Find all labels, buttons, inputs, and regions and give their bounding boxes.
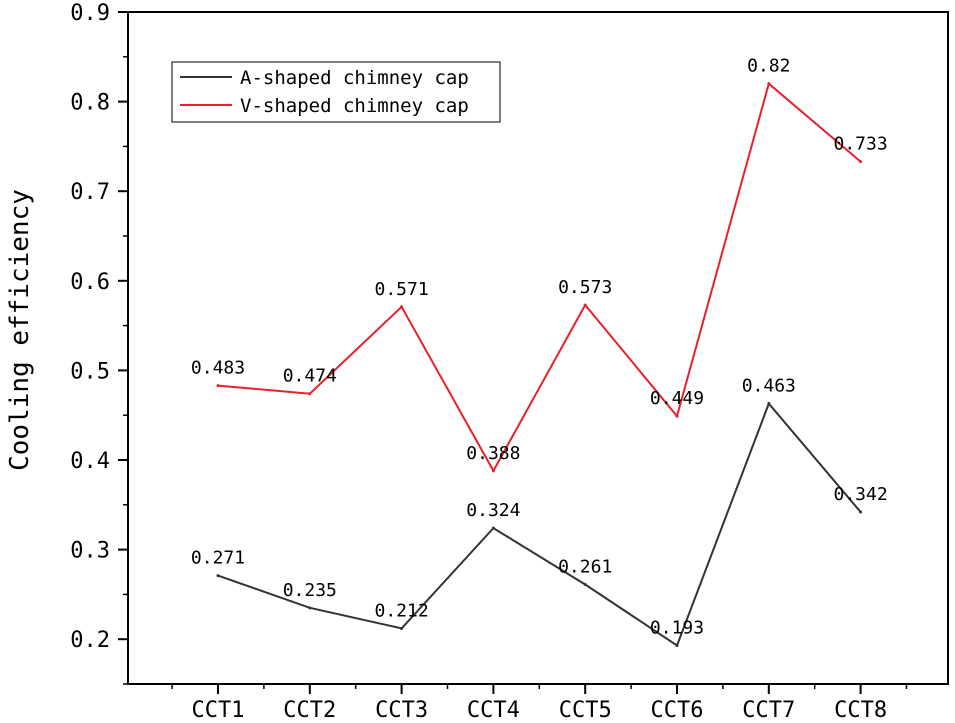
y-tick-label: 0.3 [70,539,110,564]
data-label: 0.235 [283,580,337,601]
x-tick-label: CCT6 [651,698,704,723]
y-tick-label: 0.5 [70,359,110,384]
legend-label-v-shaped: V-shaped chimney cap [240,95,469,117]
x-tick-label: CCT5 [559,698,612,723]
data-label: 0.388 [466,443,520,464]
series-line-a-shaped [217,401,862,648]
legend-box [171,61,501,123]
series-layer [216,81,863,648]
data-point [400,305,404,309]
data-label: 0.573 [558,277,612,298]
data-point [675,643,679,647]
x-tick-label: CCT7 [742,698,795,723]
data-point [491,526,495,530]
data-label: 0.463 [742,376,796,397]
data-label: 0.449 [650,388,704,409]
plot-frame [127,11,949,685]
data-label: 0.324 [466,500,520,521]
x-axis: CCT1 CCT2 CCT3 CCT4 CCT5 CCT6 CCT7 CCT8 [171,684,908,723]
data-label: 0.193 [650,617,704,638]
data-point [859,160,863,164]
data-label: 0.271 [191,548,245,569]
legend: A-shaped chimney cap V-shaped chimney ca… [171,61,501,123]
y-axis-title: Cooling efficiency [5,189,35,471]
y-tick-label: 0.4 [70,449,110,474]
x-tick-label: CCT8 [834,698,887,723]
data-label: 0.474 [283,366,337,387]
data-point [583,583,587,587]
y-tick-label: 0.8 [70,91,110,116]
x-tick-label: CCT1 [192,698,245,723]
data-label: 0.483 [191,358,245,379]
y-tick-label: 0.7 [70,180,110,205]
data-point [491,469,495,473]
data-label: 0.82 [747,56,790,77]
data-point [216,384,220,388]
data-point [216,574,220,578]
data-point [767,82,771,86]
data-point [400,626,404,630]
x-tick-label: CCT4 [467,698,520,723]
data-point [583,303,587,307]
data-label: 0.261 [558,557,612,578]
data-point [675,414,679,418]
y-tick-label: 0.2 [70,628,110,653]
data-point [308,606,312,610]
legend-label-a-shaped: A-shaped chimney cap [240,67,469,89]
data-label: 0.571 [375,279,429,300]
y-tick-label: 0.6 [70,270,110,295]
data-label: 0.212 [375,600,429,621]
data-label: 0.342 [834,484,888,505]
y-axis: 0.2 0.3 0.4 0.5 0.6 0.7 0.8 0.9 [70,1,128,685]
x-tick-label: CCT2 [283,698,336,723]
y-tick-label: 0.9 [70,1,110,26]
data-point [767,402,771,406]
data-point [859,510,863,514]
data-labels-layer: 0.271 0.235 0.212 0.324 0.261 0.193 0.463 0.342… [191,56,888,639]
series-line-v-shaped [217,81,862,473]
data-label: 0.733 [834,134,888,155]
data-point [308,392,312,396]
x-tick-label: CCT3 [375,698,428,723]
